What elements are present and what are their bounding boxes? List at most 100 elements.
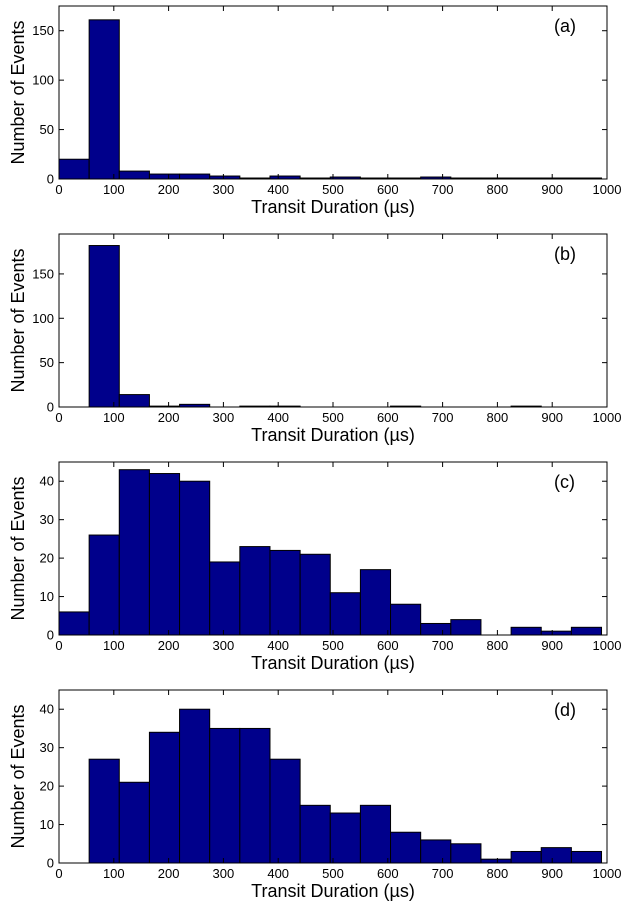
x-tick-label: 100: [103, 182, 125, 197]
histogram-bar: [118, 781, 150, 864]
y-tick-label: 150: [32, 266, 54, 281]
x-tick-label: 700: [432, 410, 454, 425]
x-tick-label: 100: [103, 866, 125, 881]
x-tick-label: 100: [103, 638, 125, 653]
x-tick-label: 900: [541, 410, 563, 425]
x-tick-label: 600: [377, 410, 399, 425]
histogram-bar: [148, 731, 181, 864]
histogram-bar: [329, 592, 361, 636]
x-tick-label: 1000: [593, 866, 622, 881]
histogram-bar: [179, 708, 211, 864]
y-tick-label: 50: [40, 355, 54, 370]
y-tick-label: 30: [40, 512, 54, 527]
y-tick-label: 10: [40, 589, 54, 604]
y-axis-label: Number of Events: [8, 20, 28, 164]
histogram-bar: [88, 534, 120, 636]
panel-label: (d): [554, 700, 576, 720]
x-tick-label: 300: [213, 410, 235, 425]
histogram-bar: [88, 758, 120, 864]
y-tick-label: 0: [47, 172, 54, 187]
histogram-bar: [148, 473, 181, 636]
histogram-bar: [299, 804, 331, 864]
y-tick-label: 50: [40, 122, 54, 137]
y-tick-label: 20: [40, 779, 54, 794]
x-tick-label: 300: [213, 638, 235, 653]
x-tick-label: 200: [158, 866, 180, 881]
x-tick-label: 500: [322, 410, 344, 425]
x-tick-label: 800: [487, 638, 509, 653]
x-tick-label: 0: [55, 182, 62, 197]
x-tick-label: 800: [487, 182, 509, 197]
histogram-bar: [118, 469, 150, 636]
y-tick-label: 20: [40, 551, 54, 566]
x-axis-label: Transit Duration (µs): [251, 881, 415, 901]
x-tick-label: 1000: [593, 410, 622, 425]
y-axis-label: Number of Events: [8, 476, 28, 620]
histogram-bar: [570, 850, 603, 864]
x-tick-label: 200: [158, 410, 180, 425]
histogram-bar: [239, 546, 271, 636]
x-tick-label: 400: [267, 410, 289, 425]
histogram-bar: [390, 603, 422, 636]
x-tick-label: 800: [487, 866, 509, 881]
histogram-bar: [450, 843, 482, 864]
x-tick-label: 0: [55, 638, 62, 653]
histogram-bar: [299, 553, 331, 636]
x-tick-label: 200: [158, 638, 180, 653]
x-tick-label: 700: [432, 866, 454, 881]
x-tick-label: 600: [377, 866, 399, 881]
histogram-bar: [269, 758, 301, 864]
x-tick-label: 400: [267, 182, 289, 197]
y-tick-label: 100: [32, 311, 54, 326]
histogram-bar: [118, 170, 150, 180]
x-tick-label: 300: [213, 866, 235, 881]
x-tick-label: 500: [322, 866, 344, 881]
y-tick-label: 10: [40, 817, 54, 832]
x-axis-label: Transit Duration (µs): [251, 425, 415, 445]
x-tick-label: 800: [487, 410, 509, 425]
histogram-bar: [88, 19, 120, 180]
y-tick-label: 40: [40, 474, 54, 489]
axes-frame: [58, 5, 608, 180]
x-axis-label: Transit Duration (µs): [251, 197, 415, 217]
x-tick-label: 100: [103, 410, 125, 425]
x-tick-label: 900: [541, 638, 563, 653]
histogram-bar: [359, 569, 392, 636]
histogram-bar: [420, 622, 452, 636]
x-tick-label: 200: [158, 182, 180, 197]
histogram-bar: [570, 626, 603, 636]
y-tick-label: 0: [47, 628, 54, 643]
histogram-bar: [420, 839, 452, 864]
panel-label: (c): [554, 472, 575, 492]
histogram-bar: [88, 245, 120, 408]
histogram-bar: [390, 831, 422, 864]
y-axis-label: Number of Events: [8, 248, 28, 392]
histogram-bar: [510, 626, 542, 636]
histogram-bar: [58, 158, 90, 180]
histogram-bar: [209, 561, 241, 636]
y-tick-label: 100: [32, 73, 54, 88]
chart-panel-d: 0 100 200 300 400 500 600 700 800 900 1000 0 10 20 30 4…: [8, 689, 622, 901]
x-tick-label: 700: [432, 182, 454, 197]
x-tick-label: 1000: [593, 638, 622, 653]
x-tick-label: 0: [55, 866, 62, 881]
x-tick-label: 300: [213, 182, 235, 197]
y-tick-label: 150: [32, 23, 54, 38]
panel-label: (a): [554, 16, 576, 36]
x-tick-label: 900: [541, 182, 563, 197]
histogram-bar: [510, 850, 542, 864]
histogram-bar: [118, 394, 150, 408]
histogram-bar: [58, 611, 90, 636]
x-tick-label: 400: [267, 638, 289, 653]
x-axis-label: Transit Duration (µs): [251, 653, 415, 673]
histogram-bar: [239, 727, 271, 864]
y-tick-label: 0: [47, 856, 54, 871]
x-tick-label: 700: [432, 638, 454, 653]
histogram-bar: [179, 173, 211, 180]
histogram-bar: [540, 847, 572, 864]
x-tick-label: 600: [377, 638, 399, 653]
histogram-bar: [329, 812, 361, 864]
x-tick-label: 600: [377, 182, 399, 197]
y-tick-label: 0: [47, 400, 54, 415]
